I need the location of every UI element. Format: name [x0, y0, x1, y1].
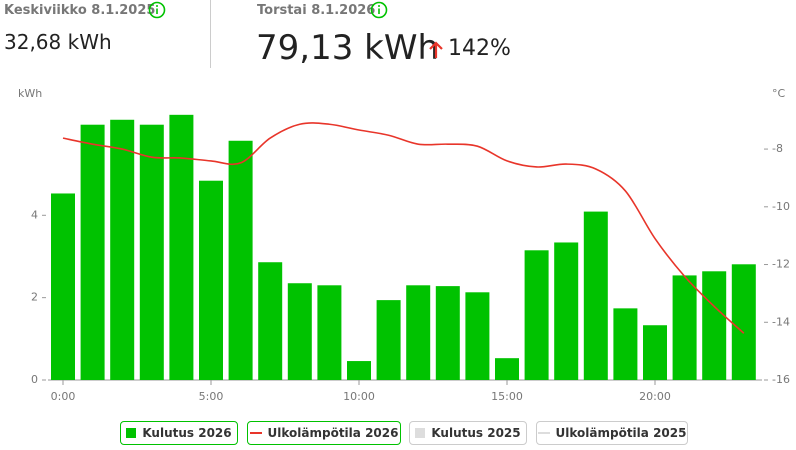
y2-tick-label: -12 — [772, 258, 790, 271]
legend-label: Kulutus 2026 — [142, 426, 232, 440]
legend-item[interactable]: Ulkolämpötila 2026 — [247, 421, 401, 445]
bar — [199, 180, 223, 380]
bar — [139, 124, 164, 380]
y2-tick-label: -10 — [772, 200, 790, 213]
y-tick-label: 4 — [31, 208, 38, 221]
left-total: 32,68 kWh — [4, 30, 112, 54]
legend-swatch — [537, 432, 550, 434]
y2-axis-label: °C — [772, 87, 786, 100]
y2-tick-label: -14 — [772, 315, 790, 328]
legend-swatch — [415, 428, 426, 438]
bar — [465, 292, 490, 380]
bar — [376, 300, 401, 380]
legend-label: Kulutus 2025 — [431, 426, 521, 440]
up-arrow — [429, 41, 443, 58]
y-tick-label: 0 — [31, 373, 38, 386]
bar — [702, 271, 727, 380]
y2-tick-label: -16 — [772, 373, 790, 386]
x-tick-label: 15:00 — [491, 390, 523, 403]
bar — [80, 124, 105, 380]
info-icon[interactable] — [148, 1, 166, 19]
legend-swatch — [126, 428, 137, 438]
bar — [110, 119, 135, 380]
x-tick-label: 20:00 — [639, 390, 671, 403]
right-date: Torstai 8.1.2026 — [257, 3, 376, 18]
y-tick-label: 2 — [31, 291, 38, 304]
x-tick-label: 5:00 — [199, 390, 224, 403]
y-axis-label: kWh — [18, 87, 42, 100]
y2-tick-label: -8 — [772, 142, 783, 155]
temperature-line — [62, 122, 745, 334]
bar — [406, 285, 431, 380]
bar — [554, 242, 579, 380]
bar — [435, 286, 460, 380]
bar — [731, 264, 756, 380]
bar — [643, 325, 667, 380]
bar — [51, 193, 75, 380]
legend-swatch — [249, 432, 262, 434]
info-icon[interactable] — [370, 1, 388, 19]
bar — [672, 275, 697, 380]
bar — [347, 361, 371, 380]
legend-item[interactable]: Ulkolämpötila 2025 — [536, 421, 688, 445]
bar — [287, 283, 312, 380]
x-tick-label: 10:00 — [343, 390, 375, 403]
bar — [317, 285, 342, 380]
left-date: Keskiviikko 8.1.2025 — [4, 3, 156, 18]
change: 142% — [448, 36, 511, 61]
x-tick-label: 0:00 — [51, 390, 76, 403]
bar — [169, 114, 194, 380]
right-total: 79,13 kWh — [256, 28, 439, 68]
bar — [524, 250, 549, 380]
legend-label: Ulkolämpötila 2026 — [267, 426, 399, 440]
bar — [613, 308, 638, 380]
bar — [495, 358, 519, 380]
bar — [583, 211, 608, 380]
divider — [210, 0, 211, 68]
bar — [228, 140, 253, 380]
legend-label: Ulkolämpötila 2025 — [555, 426, 687, 440]
legend-item[interactable]: Kulutus 2026 — [120, 421, 238, 445]
bar — [258, 262, 283, 380]
chart: kWh °C 0 2 4 -16 -14 -12 -10 -8 0:00 5:00 10:00 15:… — [18, 87, 790, 403]
legend-item[interactable]: Kulutus 2025 — [409, 421, 527, 445]
